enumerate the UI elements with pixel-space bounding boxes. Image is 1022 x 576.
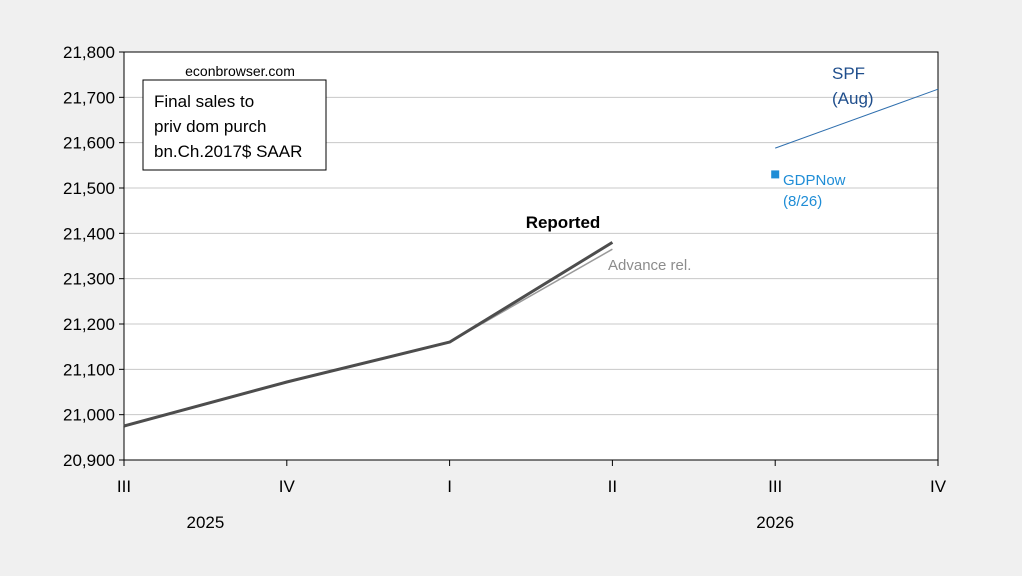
gdpnow-label-line-1: GDPNow (783, 172, 846, 189)
gdpnow-label-line-2: (8/26) (783, 193, 822, 210)
spf-label-line-2: (Aug) (832, 89, 874, 108)
box-line-3: bn.Ch.2017$ SAAR (154, 142, 302, 161)
series-line-2 (775, 88, 939, 149)
plot-frame (123, 51, 939, 461)
y-tick-label: 21,100 (63, 360, 115, 379)
box-line-2: priv dom purch (154, 117, 266, 136)
year-label: 2026 (756, 513, 794, 532)
box-line-1: Final sales to (154, 92, 254, 111)
y-tick-label: 21,000 (63, 406, 115, 425)
y-tick-label: 20,900 (63, 451, 115, 470)
gdpnow-marker (771, 170, 780, 179)
x-tick-label: III (117, 477, 131, 496)
advance-label: Advance rel. (608, 257, 691, 274)
x-tick-label: I (447, 477, 452, 496)
year-label: 2025 (186, 513, 224, 532)
y-tick-label: 21,700 (63, 88, 115, 107)
y-tick-label: 21,500 (63, 179, 115, 198)
x-tick-label: III (768, 477, 782, 496)
x-tick-label: IV (279, 477, 296, 496)
spf-label-line-1: SPF (832, 64, 865, 83)
y-tick-label: 21,800 (63, 43, 115, 62)
x-tick-label: IV (930, 477, 947, 496)
y-tick-label: 21,600 (63, 134, 115, 153)
series-layer (123, 88, 939, 428)
y-tick-label: 21,300 (63, 270, 115, 289)
y-axis: 20,900 21,000 21,100 21,200 21,300 21,400 21,5… (63, 43, 124, 470)
legend-box (142, 79, 327, 171)
source-label: econbrowser.com (185, 63, 295, 79)
series-line-0 (123, 241, 614, 428)
y-tick-label: 21,400 (63, 224, 115, 243)
x-tick-label: II (608, 477, 617, 496)
reported-label: Reported (526, 213, 601, 232)
y-tick-label: 21,200 (63, 315, 115, 334)
